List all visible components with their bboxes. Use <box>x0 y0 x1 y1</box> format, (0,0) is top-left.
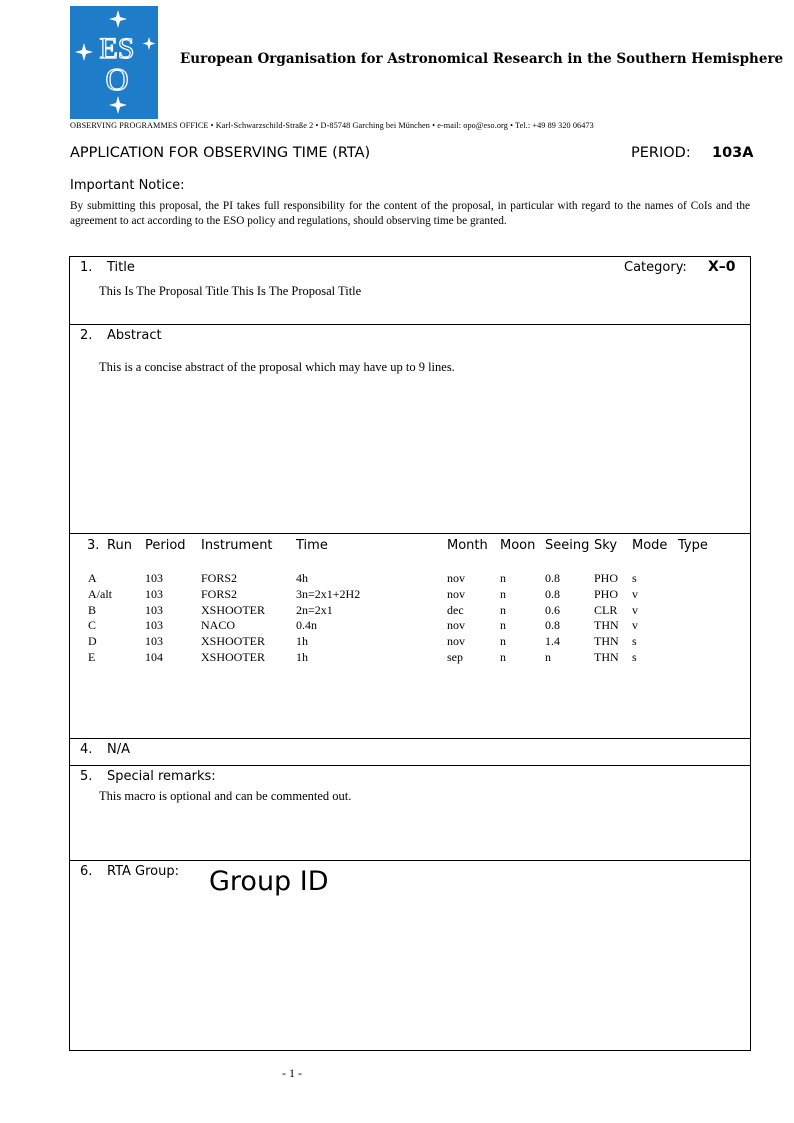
section-number: 2. <box>80 328 93 343</box>
column-header-period: Period <box>145 538 186 553</box>
divider <box>70 533 750 534</box>
remarks-text: This macro is optional and can be commen… <box>99 789 352 803</box>
column-header-mode: Mode <box>632 538 668 553</box>
group-label: RTA Group: <box>107 864 180 879</box>
run-cell-instrument: FORS2 <box>201 586 238 601</box>
column-header-instrument: Instrument <box>201 538 273 553</box>
page-number: - 1 - <box>282 1066 302 1080</box>
organisation-name: European Organisation for Astronomical R… <box>180 51 784 67</box>
run-cell-period: 104 <box>145 650 163 664</box>
run-cell-mode: s <box>632 650 637 664</box>
column-header-type: Type <box>678 538 708 553</box>
run-cell-instrument: XSHOOTER <box>201 634 266 649</box>
na-label: N/A <box>107 742 130 757</box>
category-label: Category: <box>624 260 687 275</box>
section-number: 4. <box>80 742 93 757</box>
run-cell-month: nov <box>447 634 465 649</box>
period-value: 103A <box>712 145 754 161</box>
form-title: APPLICATION FOR OBSERVING TIME (RTA) <box>70 145 371 161</box>
run-cell-seeing: 0.8 <box>545 586 560 601</box>
run-cell-moon: n <box>500 571 506 585</box>
run-cell-run: D <box>88 634 97 649</box>
title-label: Title <box>107 260 135 275</box>
run-cell-moon: n <box>500 602 506 617</box>
run-cell-seeing: 0.8 <box>545 571 560 585</box>
run-cell-time: 2n=2x1 <box>296 602 333 617</box>
run-cell-moon: n <box>500 650 506 664</box>
run-cell-seeing: n <box>545 650 551 664</box>
run-cell-run: C <box>88 618 97 633</box>
run-cell-time: 1h <box>296 650 308 664</box>
abstract-label: Abstract <box>107 328 162 343</box>
section-number: 5. <box>80 769 93 784</box>
run-cell-period: 103 <box>145 602 163 617</box>
run-cell-time: 1h <box>296 634 308 649</box>
run-cell-period: 103 <box>145 618 163 633</box>
abstract-text: This is a concise abstract of the propos… <box>99 360 455 374</box>
run-cell-mode: v <box>632 618 638 633</box>
run-cell-month: dec <box>447 602 464 617</box>
run-cell-mode: s <box>632 571 637 585</box>
run-cell-time: 4h <box>296 571 308 585</box>
notice-text: By submitting this proposal, the PI take… <box>70 200 750 227</box>
divider <box>70 860 750 861</box>
run-cell-moon: n <box>500 586 506 601</box>
remarks-label: Special remarks: <box>107 769 216 784</box>
run-cell-period: 103 <box>145 634 163 649</box>
run-cell-month: nov <box>447 586 465 601</box>
run-cell-sky: THN <box>594 634 619 649</box>
run-cell-seeing: 0.6 <box>545 602 560 617</box>
run-cell-moon: n <box>500 634 506 649</box>
column-header-sky: Sky <box>594 538 618 553</box>
section-number: 1. <box>80 260 93 275</box>
run-cell-mode: v <box>632 586 638 601</box>
column-header-seeing: Seeing <box>545 538 590 553</box>
run-cell-period: 103 <box>145 586 163 601</box>
run-cell-sky: PHO <box>594 571 619 585</box>
run-cell-month: nov <box>447 571 465 585</box>
column-header-month: Month <box>447 538 488 553</box>
section-number: 3. <box>87 538 100 553</box>
run-cell-sky: PHO <box>594 586 619 601</box>
run-cell-mode: v <box>632 602 638 617</box>
category-value: X–0 <box>708 259 736 275</box>
run-cell-sky: CLR <box>594 602 618 617</box>
run-cell-run: A/alt <box>88 586 112 601</box>
column-header-moon: Moon <box>500 538 536 553</box>
run-cell-run: B <box>88 602 97 617</box>
proposal-title: This Is The Proposal Title This Is The P… <box>99 284 362 298</box>
period-label: PERIOD: <box>631 145 691 161</box>
run-cell-seeing: 1.4 <box>545 634 560 649</box>
run-cell-month: nov <box>447 618 465 633</box>
run-cell-seeing: 0.8 <box>545 618 560 633</box>
notice-heading: Important Notice: <box>70 178 185 193</box>
eso-logo: ES O <box>70 6 158 119</box>
run-cell-instrument: FORS2 <box>201 571 238 585</box>
run-cell-month: sep <box>447 650 463 664</box>
run-cell-sky: THN <box>594 618 619 633</box>
section-number: 6. <box>80 864 93 879</box>
run-cell-run: E <box>88 650 96 664</box>
run-cell-instrument: NACO <box>201 618 236 633</box>
run-cell-period: 103 <box>145 571 163 585</box>
run-cell-instrument: XSHOOTER <box>201 650 266 664</box>
run-cell-run: A <box>88 571 97 585</box>
run-cell-sky: THN <box>594 650 619 664</box>
run-cell-moon: n <box>500 618 506 633</box>
column-header-run: Run <box>107 538 132 553</box>
group-id: Group ID <box>209 866 329 897</box>
run-cell-mode: s <box>632 634 637 649</box>
proposal-form-box: 1. Title Category: X–0 This Is The Propo… <box>69 256 751 1051</box>
divider <box>70 765 750 766</box>
svg-text:O: O <box>105 61 128 97</box>
svg-text:ES: ES <box>99 32 134 65</box>
run-cell-time: 3n=2x1+2H2 <box>296 586 361 601</box>
office-address: OBSERVING PROGRAMMES OFFICE • Karl-Schwa… <box>70 121 594 130</box>
run-cell-instrument: XSHOOTER <box>201 602 266 617</box>
run-cell-time: 0.4n <box>296 618 317 633</box>
column-header-time: Time <box>296 538 328 553</box>
divider <box>70 738 750 739</box>
divider <box>70 324 750 325</box>
